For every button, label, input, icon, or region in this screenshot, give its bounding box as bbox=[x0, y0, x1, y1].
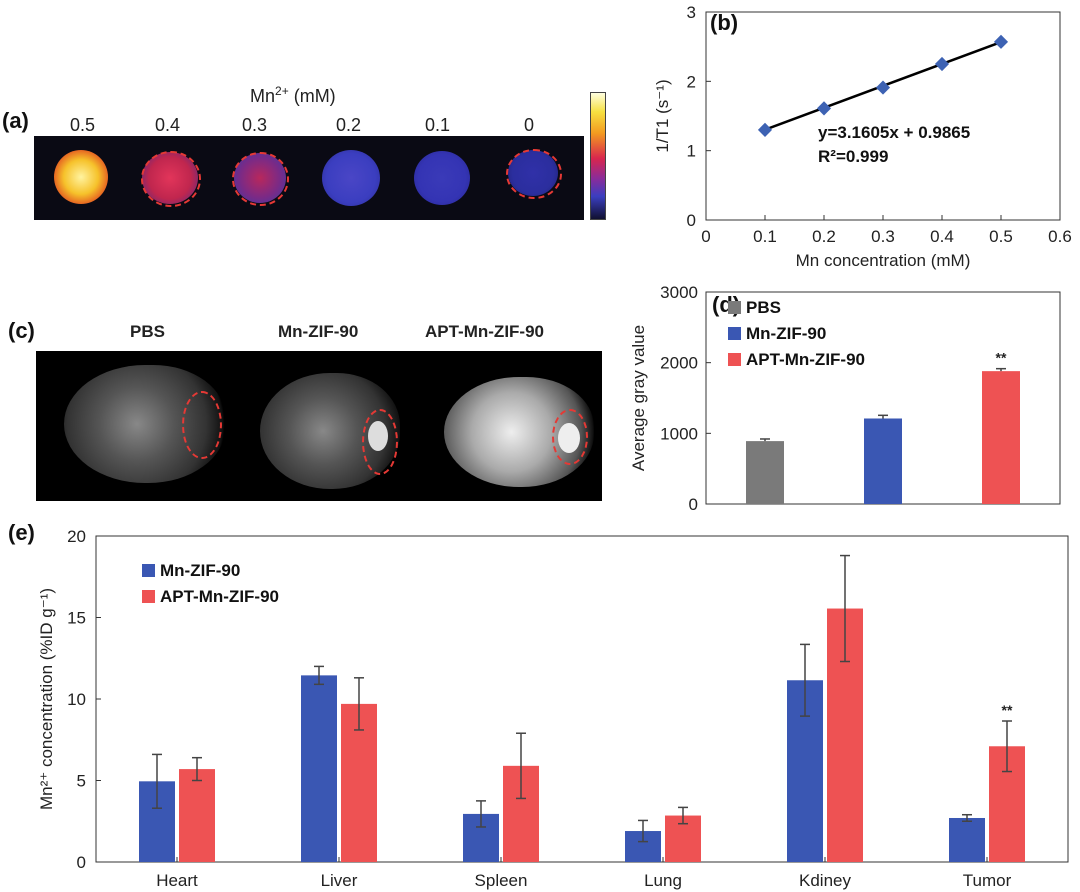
bar bbox=[179, 769, 215, 862]
conc-label-4: 0.1 bbox=[425, 115, 451, 135]
panel-d-chart: 0 1000 2000 3000 ** PBS Mn-ZIF-90 APT-Mn-ZIF-90… bbox=[629, 283, 1061, 514]
y-tick-label: 10 bbox=[67, 690, 86, 709]
x-axis-label: Mn concentration (mM) bbox=[796, 251, 971, 270]
x-tick-label: Spleen bbox=[475, 871, 528, 890]
legend-swatch bbox=[142, 590, 155, 603]
plot-frame bbox=[95, 535, 1069, 863]
well-1-outline bbox=[141, 151, 201, 207]
well-0 bbox=[54, 150, 108, 204]
y-tick-label: 0 bbox=[689, 495, 698, 514]
panel-a-header-sup: 2+ bbox=[275, 84, 289, 98]
x-tick-label: 0 bbox=[701, 227, 710, 246]
panel-b-chart: 0 0.1 0.2 0.3 0.4 0.5 0.6 0 1 2 3 y=3.1605x + 0.986… bbox=[653, 3, 1072, 270]
y-axis-label: Mn²⁺ concentration (%ID g⁻¹) bbox=[37, 588, 56, 810]
y-tick-label: 3000 bbox=[660, 283, 698, 302]
panel-label-b: (b) bbox=[710, 10, 739, 35]
x-tick-label: 0.3 bbox=[871, 227, 895, 246]
panel-a-header-unit: (mM) bbox=[288, 86, 336, 106]
fit-equation: y=3.1605x + 0.9865 bbox=[818, 123, 970, 142]
x-tick-label: 0.6 bbox=[1048, 227, 1072, 246]
legend-label: PBS bbox=[746, 298, 781, 317]
y-axis-label: Average gray value bbox=[629, 325, 648, 471]
panel-c-label-mn-zif: Mn-ZIF-90 bbox=[278, 322, 359, 341]
panel-label-a: (a) bbox=[2, 108, 29, 133]
bar bbox=[949, 817, 985, 862]
tumor-outline-mn-zif bbox=[362, 409, 398, 475]
panel-c-label-pbs: PBS bbox=[130, 322, 165, 341]
legend-label: Mn-ZIF-90 bbox=[160, 561, 240, 580]
y-tick-label: 1000 bbox=[660, 424, 698, 443]
y-tick-label: 2000 bbox=[660, 354, 698, 373]
conc-label-1: 0.4 bbox=[155, 115, 181, 135]
y-tick-label: 3 bbox=[687, 3, 696, 22]
legend-swatch bbox=[728, 301, 741, 314]
significance-marker: ** bbox=[1002, 702, 1013, 718]
panel-label-e: (e) bbox=[8, 520, 35, 545]
y-tick-label: 0 bbox=[77, 853, 86, 872]
panel-c-label-apt-mn-zif: APT-Mn-ZIF-90 bbox=[425, 322, 544, 341]
legend-swatch bbox=[142, 564, 155, 577]
bar bbox=[864, 418, 902, 504]
well-5-outline bbox=[506, 149, 562, 199]
x-tick-label: Kdiney bbox=[799, 871, 851, 890]
x-tick-label: Lung bbox=[644, 871, 682, 890]
conc-label-3: 0.2 bbox=[336, 115, 362, 135]
tumor-outline-apt bbox=[552, 409, 588, 465]
x-tick-label: 0.2 bbox=[812, 227, 836, 246]
x-tick-label: 0.1 bbox=[753, 227, 777, 246]
panel-a-mri-strip bbox=[34, 136, 584, 220]
panel-label-c: (c) bbox=[8, 318, 35, 343]
well-4 bbox=[414, 151, 470, 205]
bar bbox=[746, 441, 784, 504]
data-point bbox=[757, 122, 773, 137]
well-3 bbox=[322, 150, 380, 206]
x-tick-label: Heart bbox=[156, 871, 198, 890]
conc-label-5: 0 bbox=[524, 115, 535, 135]
x-tick-label: Liver bbox=[321, 871, 358, 890]
y-tick-label: 2 bbox=[687, 72, 696, 91]
fit-r2: R²=0.999 bbox=[818, 147, 888, 166]
legend-label: APT-Mn-ZIF-90 bbox=[160, 587, 279, 606]
data-point bbox=[875, 80, 891, 95]
panel-a-header-mn: Mn bbox=[250, 86, 276, 106]
x-tick-label: 0.4 bbox=[930, 227, 954, 246]
conc-label-0: 0.5 bbox=[70, 115, 96, 135]
data-point bbox=[934, 56, 950, 72]
y-tick-label: 0 bbox=[687, 211, 696, 230]
bar bbox=[301, 675, 337, 862]
y-tick-label: 20 bbox=[67, 527, 86, 546]
panel-a-header: Mn2+ (mM) bbox=[250, 84, 336, 107]
legend-swatch bbox=[728, 327, 741, 340]
conc-label-2: 0.3 bbox=[242, 115, 268, 135]
significance-marker: ** bbox=[996, 350, 1007, 366]
y-tick-label: 15 bbox=[67, 609, 86, 628]
data-point bbox=[993, 34, 1009, 49]
legend-label: APT-Mn-ZIF-90 bbox=[746, 350, 865, 369]
panel-e-chart: 0 5 10 15 20 Heart Liver Spleen Lung Kdiney Tumor *… bbox=[37, 527, 1069, 890]
well-2-outline bbox=[232, 152, 289, 206]
tumor-outline-pbs bbox=[182, 391, 222, 459]
legend-label: Mn-ZIF-90 bbox=[746, 324, 826, 343]
plot-frame bbox=[705, 11, 1061, 221]
y-axis-label: 1/T1 (s⁻¹) bbox=[653, 79, 672, 152]
panel-c-mri-panel bbox=[36, 351, 602, 501]
bar bbox=[982, 371, 1020, 504]
y-tick-label: 1 bbox=[687, 142, 696, 161]
y-tick-label: 5 bbox=[77, 772, 86, 791]
panel-a-colorbar bbox=[590, 92, 606, 220]
x-tick-label: 0.5 bbox=[989, 227, 1013, 246]
data-point bbox=[816, 101, 832, 116]
legend-swatch bbox=[728, 353, 741, 366]
x-tick-label: Tumor bbox=[963, 871, 1012, 890]
